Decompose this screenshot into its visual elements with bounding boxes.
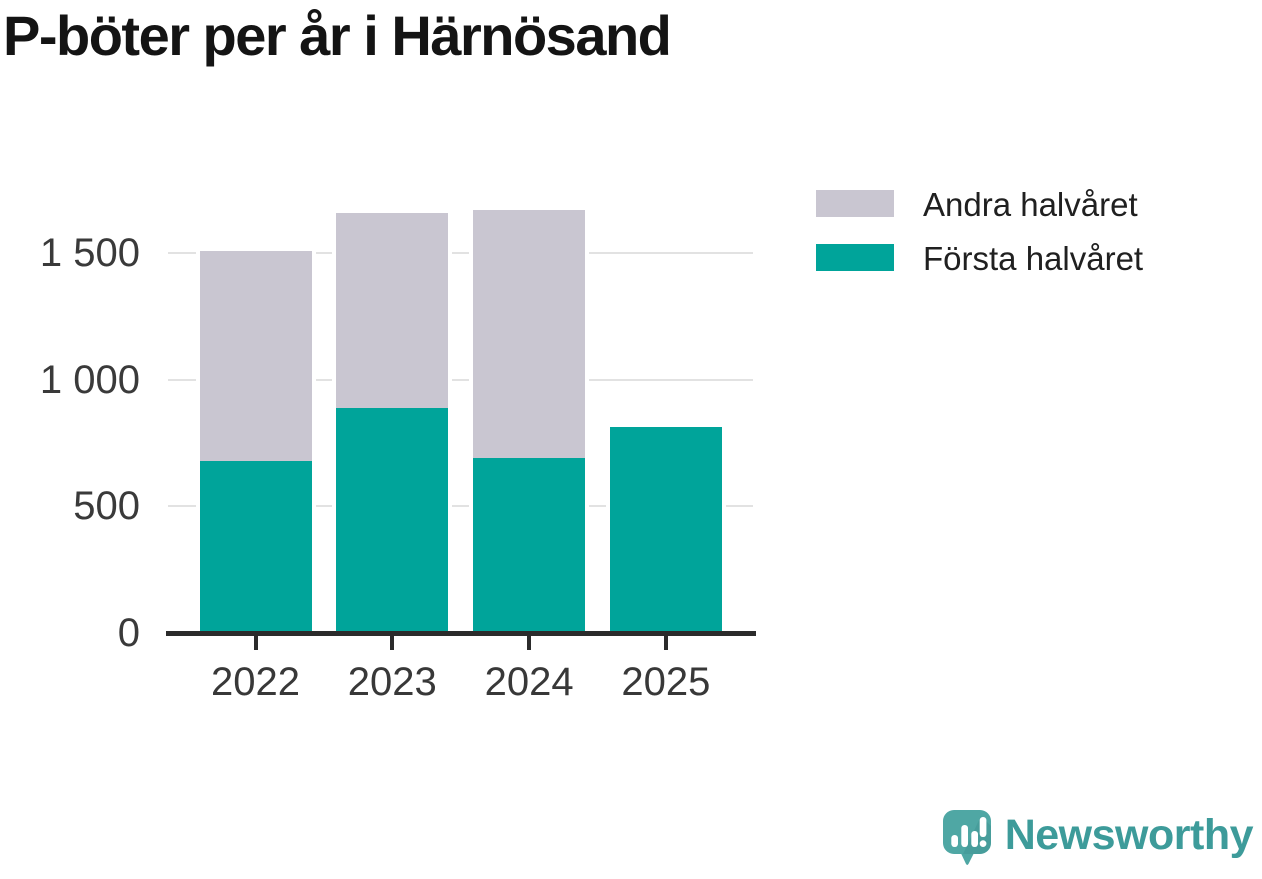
bar-2025 [609, 426, 722, 633]
newsworthy-logo: Newsworthy [942, 810, 1254, 867]
bar-segment-andra-halv-ret-2023 [336, 212, 449, 408]
x-tick-label-2022: 2022 [211, 660, 300, 704]
newsworthy-logo-text: Newsworthy [1004, 811, 1254, 859]
bar-segment-f-rsta-halv-ret-2025 [609, 426, 722, 633]
legend: Andra halvåret Första halvåret [816, 188, 1143, 298]
y-tick-label-1000: 1 000 [39, 357, 140, 402]
bar-2023 [336, 212, 449, 633]
x-axis-line [166, 631, 756, 636]
bar-segment-f-rsta-halv-ret-2023 [336, 407, 449, 633]
gridline-500 [168, 505, 753, 508]
bar-segment-f-rsta-halv-ret-2022 [199, 460, 312, 633]
chart-title: P-böter per år i Härnösand [3, 4, 672, 67]
legend-item-forsta-halvaret: Första halvåret [816, 242, 1143, 275]
y-tick-label-0: 0 [117, 611, 140, 655]
bar-segment-f-rsta-halv-ret-2024 [473, 458, 586, 633]
legend-label-andra-halvaret: Andra halvåret [923, 186, 1138, 223]
x-tick-2022 [253, 636, 258, 650]
bar-segment-andra-halv-ret-2024 [473, 209, 586, 459]
legend-label-forsta-halvaret: Första halvåret [923, 240, 1144, 277]
bar-segment-andra-halv-ret-2022 [199, 250, 312, 461]
x-tick-2023 [390, 636, 395, 650]
gridline-1000 [168, 378, 753, 381]
legend-swatch-forsta-halvaret [816, 244, 894, 271]
bar-2022 [199, 250, 312, 633]
legend-item-andra-halvaret: Andra halvåret [816, 188, 1143, 221]
x-tick-label-2025: 2025 [621, 660, 711, 704]
x-tick-2024 [527, 636, 532, 650]
y-tick-label-500: 500 [73, 484, 140, 529]
bar-2024 [473, 209, 586, 633]
x-tick-2025 [663, 636, 668, 650]
x-tick-label-2023: 2023 [347, 660, 437, 704]
newsworthy-bubble-chart-icon [942, 810, 991, 865]
legend-swatch-andra-halvaret [816, 190, 894, 217]
x-tick-label-2024: 2024 [484, 660, 574, 704]
gridline-1500 [168, 252, 753, 255]
y-tick-label-1500: 1 500 [39, 231, 140, 276]
